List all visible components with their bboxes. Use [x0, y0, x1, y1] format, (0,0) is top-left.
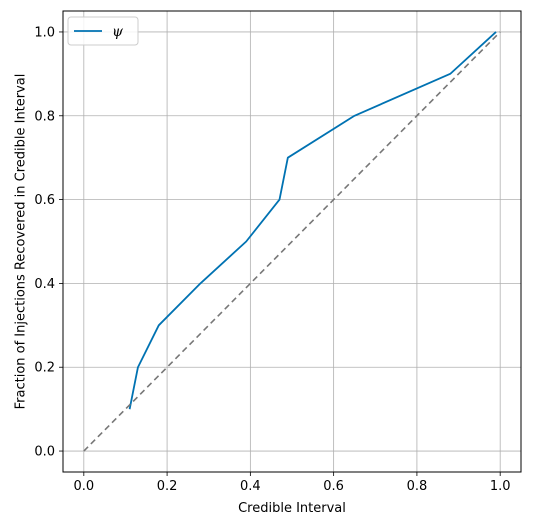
x-axis-label: Credible Interval — [238, 501, 346, 516]
x-tick-label: 1.0 — [490, 479, 511, 494]
series-lines — [83, 31, 501, 452]
series-line-psi — [128, 31, 497, 410]
y-tick-label: 0.2 — [34, 361, 55, 376]
y-tick-label: 0.8 — [34, 109, 55, 124]
y-tick-labels: 0.0 0.2 0.4 0.6 0.8 1.0 — [34, 25, 55, 459]
grid-lines — [63, 11, 521, 472]
x-tick-label: 0.0 — [73, 479, 94, 494]
axis-ticks — [59, 31, 501, 476]
x-tick-label: 0.8 — [407, 479, 428, 494]
legend-entry-psi: ψ — [112, 24, 124, 40]
diagonal-reference-line — [83, 31, 501, 452]
y-tick-label: 0.0 — [34, 445, 55, 460]
x-tick-label: 0.2 — [157, 479, 178, 494]
y-tick-label: 1.0 — [34, 25, 55, 40]
plot-frame — [62, 10, 522, 473]
legend: ψ — [67, 16, 139, 46]
x-tick-label: 0.6 — [323, 479, 344, 494]
y-tick-label: 0.4 — [34, 277, 55, 292]
x-tick-labels: 0.0 0.2 0.4 0.6 0.8 1.0 — [73, 479, 510, 494]
y-tick-label: 0.6 — [34, 193, 55, 208]
y-axis-label: Fraction of Injections Recovered in Cred… — [14, 74, 29, 410]
x-tick-label: 0.4 — [240, 479, 261, 494]
legend-box — [67, 16, 139, 46]
